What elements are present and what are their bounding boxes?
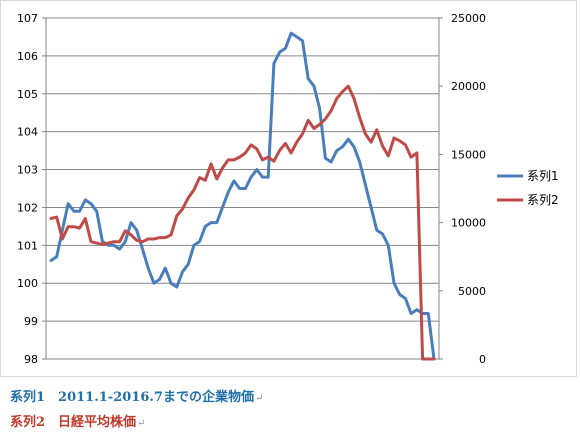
- right-tick-label: 20000: [451, 80, 486, 93]
- legend-label: 系列1: [527, 169, 559, 183]
- legend-label: 系列2: [527, 193, 559, 207]
- series-lines: [49, 31, 436, 361]
- right-tick-label: 5000: [458, 285, 486, 298]
- caption-series2: 系列2 日経平均株価↵: [10, 411, 145, 430]
- right-axis-ticks: 0 5000 10000 15000 20000 25000: [439, 12, 486, 366]
- chart-border: [0, 0, 577, 377]
- left-tick-label: 101: [17, 239, 38, 252]
- left-tick-label: 103: [17, 164, 38, 177]
- left-tick-label: 104: [17, 126, 38, 139]
- left-axis-ticks: 98 99 100 101 102 103 104 105 106 107: [17, 12, 46, 366]
- left-tick-label: 102: [17, 201, 38, 214]
- series-line-1: [49, 31, 436, 361]
- right-tick-label: 10000: [451, 217, 486, 230]
- axes: [45, 18, 440, 359]
- left-tick-label: 107: [17, 12, 38, 25]
- legend: 系列1 系列2: [497, 169, 559, 207]
- left-tick-label: 106: [17, 50, 38, 63]
- return-mark-icon: ↵: [137, 418, 146, 429]
- left-tick-label: 100: [17, 277, 38, 290]
- caption-series1: 系列1 2011.1-2016.7までの企業物価↵: [10, 386, 263, 405]
- right-tick-label: 25000: [451, 12, 486, 25]
- line-chart: 98 99 100 101 102 103 104 105 106 107 0 5000 10000 1…: [0, 0, 577, 377]
- caption-series1-text: 系列1 2011.1-2016.7までの企業物価: [10, 390, 254, 405]
- left-tick-label: 99: [24, 315, 38, 328]
- return-mark-icon: ↵: [254, 393, 264, 404]
- caption-series2-text: 系列2 日経平均株価: [10, 415, 137, 430]
- left-tick-label: 105: [17, 88, 38, 101]
- left-tick-label: 98: [24, 353, 38, 366]
- right-tick-label: 15000: [451, 148, 486, 161]
- series-line-2: [49, 84, 436, 361]
- right-tick-label: 0: [479, 353, 486, 366]
